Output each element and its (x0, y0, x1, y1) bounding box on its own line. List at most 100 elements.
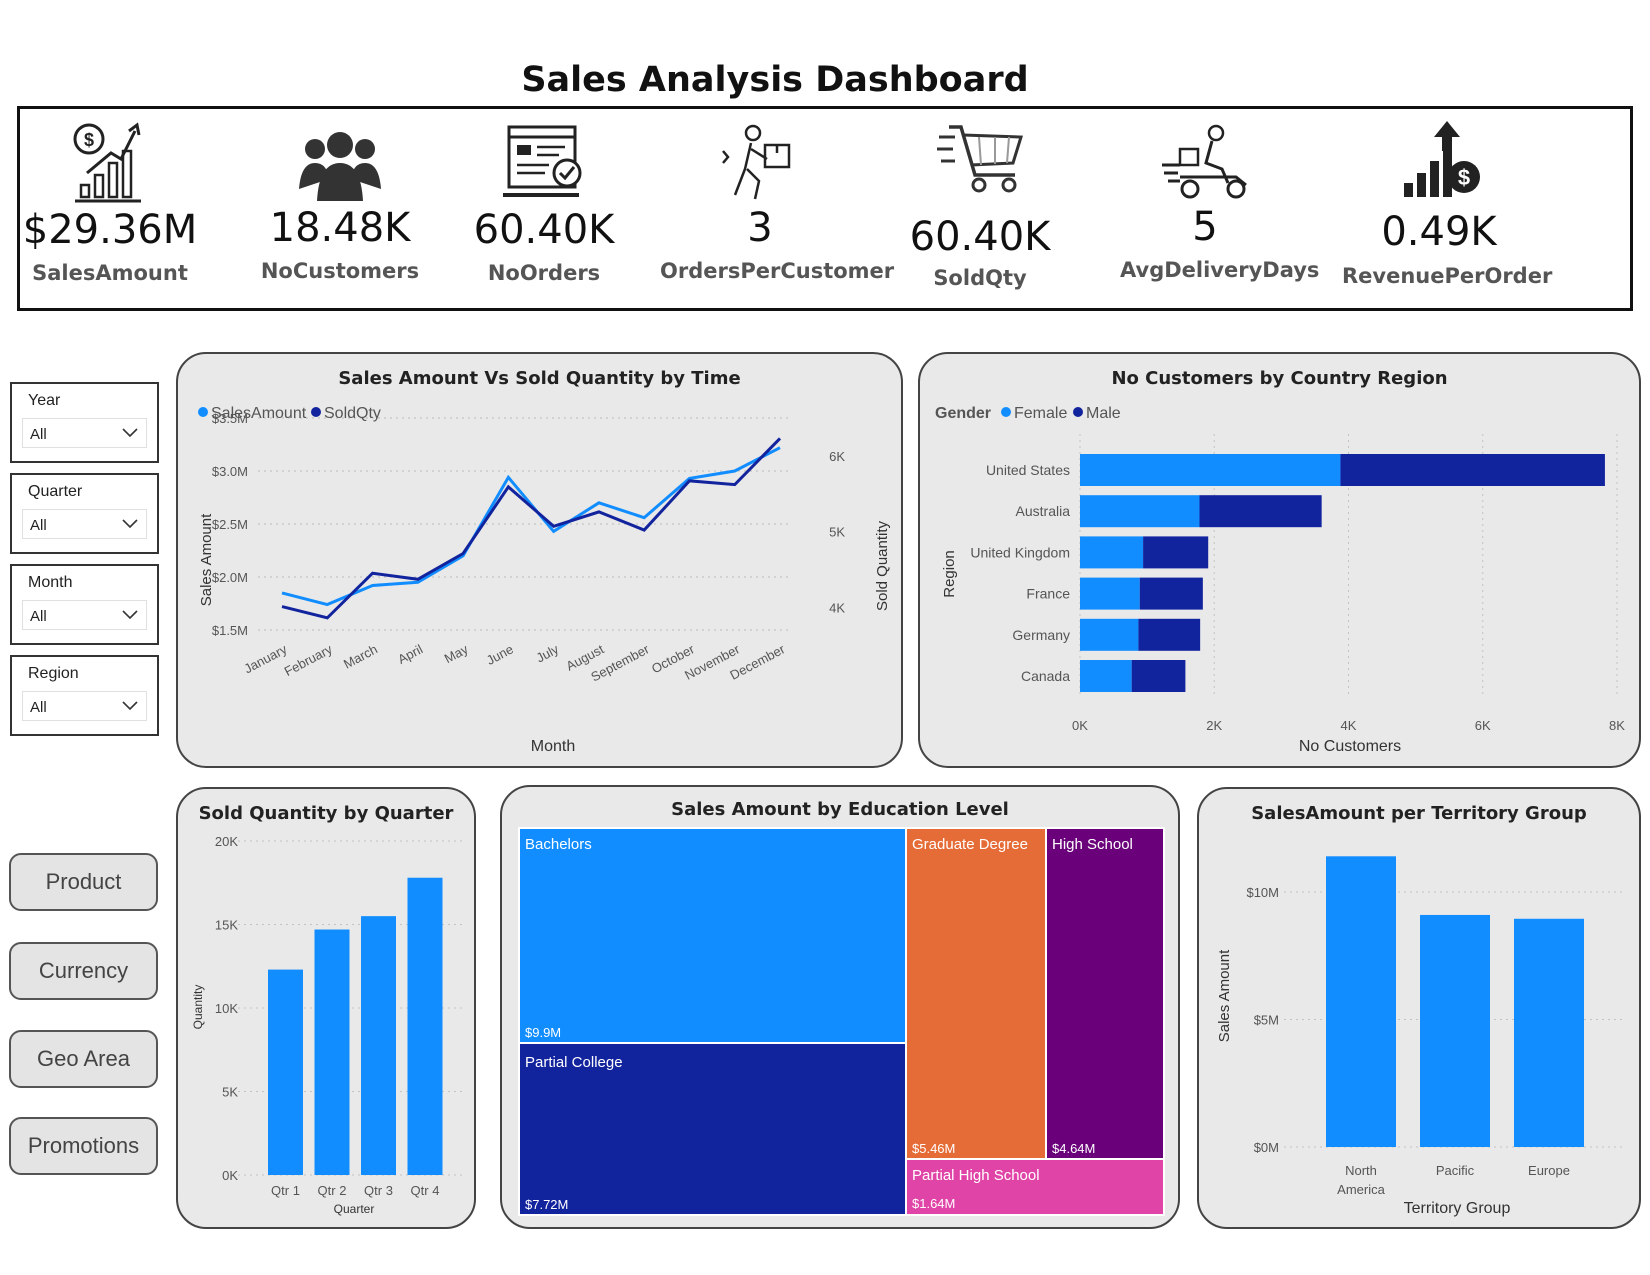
x-tick-january: January (242, 641, 290, 676)
y-tick-left: $1.5M (212, 623, 248, 638)
bar-qtr-2[interactable] (314, 929, 350, 1175)
slicer-dropdown[interactable]: All (22, 509, 147, 539)
y-tick-left: $3.0M (212, 464, 248, 479)
bar-male-australia[interactable] (1199, 495, 1322, 528)
kpi-avg-delivery-days: 5 AvgDeliveryDays (1120, 109, 1320, 308)
category-label-australia: Australia (1016, 503, 1071, 519)
kpi-orders-per-customer: 3 OrdersPerCustomer (660, 109, 895, 308)
kpi-no-customers: 18.48K NoCustomers (246, 109, 434, 308)
slicer-dropdown[interactable]: All (22, 691, 147, 721)
legend-marker-male (1073, 407, 1083, 417)
bar-qtr-4[interactable] (407, 877, 443, 1175)
treemap-title: Sales Amount by Education Level (671, 799, 1009, 820)
customers-group-icon (299, 132, 381, 201)
x-tick-qtr-1: Qtr 1 (271, 1183, 300, 1198)
bar-female-france[interactable] (1080, 577, 1140, 610)
geo-area-button[interactable]: Geo Area (9, 1030, 158, 1088)
slicer-value: All (30, 699, 47, 716)
slicer-region[interactable]: Region All (10, 655, 159, 736)
bar-female-united-states[interactable] (1080, 454, 1341, 486)
series-line-soldqty[interactable] (281, 437, 782, 620)
treemap-cell-bachelors[interactable] (518, 827, 907, 1044)
legend: SalesAmount SoldQty (198, 405, 381, 422)
bar-male-france[interactable] (1139, 577, 1203, 610)
product-button[interactable]: Product (9, 853, 158, 911)
bar-male-united-states[interactable] (1340, 454, 1605, 486)
treemap-value: $7.72M (525, 1197, 568, 1212)
treemap-label: Bachelors (525, 836, 592, 853)
bar-female-germany[interactable] (1080, 618, 1139, 651)
legend-label-male: Male (1086, 405, 1121, 422)
slicer-label: Month (28, 574, 73, 591)
treemap-value: $4.64M (1052, 1141, 1095, 1156)
y-tick: 20K (215, 834, 238, 849)
slicer-dropdown[interactable]: All (22, 418, 147, 448)
x-tick-february: February (282, 641, 335, 679)
treemap-cell-partial-college[interactable] (518, 1042, 907, 1216)
legend-label-soldqty: SoldQty (324, 405, 381, 422)
bar-female-canada[interactable] (1080, 660, 1132, 692)
customers-bar-chart[interactable]: United States Australia United Kingdom Fran… (920, 354, 1639, 766)
chevron-down-icon[interactable] (120, 514, 140, 532)
kpi-label: NoCustomers (260, 259, 420, 283)
line-chart[interactable]: $3.5M $3.0M $2.5M $2.0M $1.5M 6K 5K 4K January… (178, 354, 901, 766)
series-line-salesamount[interactable] (281, 446, 781, 607)
slicer-year[interactable]: Year All (10, 382, 159, 463)
legend-marker-soldqty (311, 407, 321, 417)
bar-male-canada[interactable] (1131, 660, 1186, 692)
promotions-button[interactable]: Promotions (9, 1117, 158, 1175)
education-treemap[interactable]: Bachelors $9.9M Partial College $7.72M G… (502, 787, 1178, 1227)
kpi-value: $29.36M (22, 207, 198, 253)
shopping-cart-icon (937, 125, 1024, 193)
x-axis-label: Month (531, 738, 575, 755)
currency-button[interactable]: Currency (9, 942, 158, 1000)
x-tick-june: June (484, 641, 516, 667)
slicer-quarter[interactable]: Quarter All (10, 473, 159, 554)
treemap-label: High School (1052, 836, 1133, 853)
slicer-value: All (30, 517, 47, 534)
kpi-value: 5 (1192, 204, 1218, 250)
chevron-down-icon[interactable] (120, 605, 140, 623)
kpi-sales-amount: $ $29.36M SalesAmount (20, 109, 200, 308)
y-tick-right: 4K (829, 600, 845, 615)
bar-north-america[interactable] (1326, 856, 1396, 1147)
bar-europe[interactable] (1514, 918, 1584, 1147)
territory-chart-title: SalesAmount per Territory Group (1251, 803, 1587, 824)
chevron-down-icon[interactable] (120, 696, 140, 714)
education-treemap-panel: Sales Amount by Education Level Bachelor… (500, 785, 1180, 1229)
territory-bar-chart[interactable]: $10M $5M $0M North America Pacific Europe Sal… (1199, 789, 1639, 1227)
treemap-label: Graduate Degree (912, 836, 1028, 853)
bar-female-australia[interactable] (1080, 495, 1200, 528)
category-label-united-kingdom: United Kingdom (970, 544, 1070, 560)
slicer-value: All (30, 426, 47, 443)
slicer-dropdown[interactable]: All (22, 600, 147, 630)
x-tick-may: May (442, 641, 471, 666)
delivery-scooter-icon (1162, 124, 1247, 199)
y-tick: 5K (222, 1085, 238, 1100)
slicer-month[interactable]: Month All (10, 564, 159, 645)
kpi-label: AvgDeliveryDays (1120, 258, 1320, 282)
y-axis-label: Quantity (191, 985, 205, 1030)
legend-title: Gender (935, 405, 991, 422)
qty-bar-chart[interactable]: 20K 15K 10K 5K 0K Qtr 1 Qtr 2 Qtr 3 Qtr 4 Quant… (178, 789, 474, 1227)
dashboard-title: Sales Analysis Dashboard (521, 60, 1029, 100)
bar-pacific[interactable] (1420, 914, 1490, 1147)
slicer-label: Year (28, 392, 61, 409)
customers-by-region-panel: No Customers by Country Region United St… (918, 352, 1641, 768)
treemap-cell-partial-high-school[interactable] (905, 1158, 1165, 1216)
line-chart-panel: Sales Amount Vs Sold Quantity by Time $3… (176, 352, 903, 768)
bar-male-germany[interactable] (1138, 618, 1201, 651)
y-tick-right: 5K (829, 525, 845, 540)
revenue-chart-icon: $ (1404, 121, 1480, 197)
x-tick-qtr-4: Qtr 4 (411, 1183, 440, 1198)
chevron-down-icon[interactable] (120, 423, 140, 441)
treemap-value: $1.64M (912, 1196, 955, 1211)
treemap-cell-graduate-degree[interactable] (905, 827, 1047, 1160)
bar-qtr-3[interactable] (361, 916, 396, 1175)
kpi-label: OrdersPerCustomer (660, 259, 895, 283)
bar-male-united-kingdom[interactable] (1143, 536, 1209, 569)
bar-female-united-kingdom[interactable] (1080, 536, 1144, 569)
bar-qtr-1[interactable] (268, 969, 303, 1175)
x-tick: 6K (1475, 718, 1491, 733)
treemap-cell-high-school[interactable] (1045, 827, 1165, 1160)
